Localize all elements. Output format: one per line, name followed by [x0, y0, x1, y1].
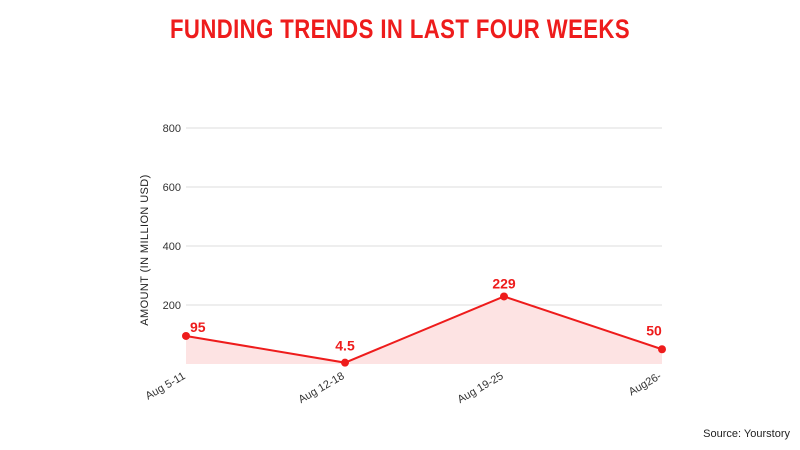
x-tick-label: Aug 12-18	[297, 370, 347, 406]
y-axis-label: AMOUNT (IN MILLION USD)	[139, 174, 151, 325]
chart-title: FUNDING TRENDS IN LAST FOUR WEEKS	[169, 14, 631, 44]
y-tick-label: 400	[163, 241, 181, 253]
x-tick-label: Aug26-	[627, 370, 664, 398]
x-tick-label: Aug 19-25	[456, 370, 506, 406]
data-label: 229	[492, 275, 516, 291]
data-label: 95	[190, 319, 206, 335]
data-point	[500, 292, 508, 301]
grid-layer	[186, 127, 662, 306]
series-line	[185, 295, 663, 364]
source-note: Source: Yourstory	[703, 428, 790, 440]
data-label: 4.5	[335, 338, 355, 354]
y-tick-label: 200	[163, 300, 181, 312]
data-point	[341, 358, 349, 367]
line-layer	[182, 292, 666, 367]
x-axis-ticks: Aug 5-11 Aug 12-18 Aug 19-25 Aug26-	[144, 370, 664, 406]
y-tick-label: 800	[163, 123, 181, 135]
x-tick-label: Aug 5-11	[144, 370, 188, 402]
data-point	[658, 345, 666, 354]
y-tick-label: 600	[163, 182, 181, 194]
data-point	[182, 331, 190, 340]
data-label: 50	[646, 322, 662, 338]
data-labels: 95 4.5 229 50	[190, 275, 662, 353]
y-axis-ticks: 200 400 600 800	[163, 123, 181, 312]
